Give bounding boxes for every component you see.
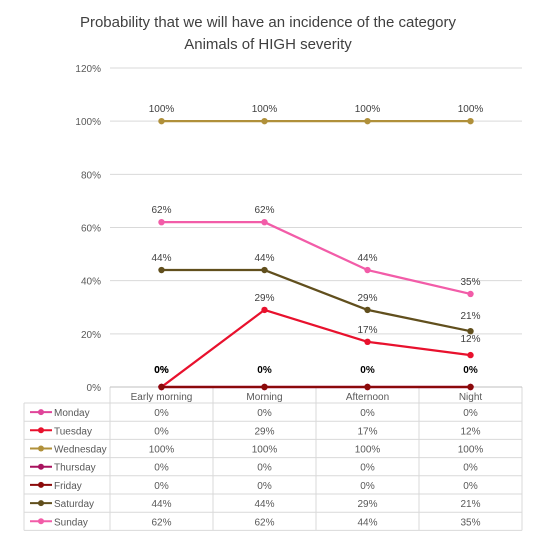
data-label: 100%	[149, 104, 175, 115]
legend-marker	[38, 500, 44, 507]
table-cell: 35%	[460, 517, 480, 528]
table-cell: 44%	[254, 499, 274, 510]
series-line	[161, 268, 471, 333]
table-cell: 29%	[254, 426, 274, 437]
legend-marker	[38, 445, 44, 452]
data-point	[467, 117, 474, 125]
table-cell: 100%	[149, 445, 175, 456]
table-cell: 0%	[154, 481, 169, 492]
table-cell: 12%	[460, 426, 480, 437]
y-tick-label: 100%	[75, 117, 101, 128]
x-category-label: Night	[459, 392, 483, 403]
data-label: 44%	[357, 253, 377, 264]
table-cell: 100%	[355, 445, 381, 456]
data-label: 100%	[355, 104, 381, 115]
table-cell: 17%	[357, 426, 377, 437]
table-cell: 44%	[357, 517, 377, 528]
data-label: 21%	[460, 311, 480, 322]
data-label: 62%	[151, 205, 171, 216]
table-cell: 21%	[460, 499, 480, 510]
y-tick-label: 80%	[81, 170, 101, 181]
legend-label: Friday	[54, 481, 82, 492]
table-cell: 0%	[360, 463, 375, 474]
table-cell: 0%	[154, 426, 169, 437]
data-point	[158, 266, 165, 274]
legend-marker	[38, 481, 44, 488]
series-line	[160, 308, 471, 388]
legend-label: Monday	[54, 408, 90, 419]
table-cell: 0%	[257, 408, 272, 419]
data-label: 0%	[360, 365, 375, 376]
chart-title-line-2: Animals of HIGH severity	[184, 36, 352, 53]
table-cell: 0%	[154, 463, 169, 474]
data-label: 0%	[463, 365, 478, 376]
data-point	[467, 351, 474, 359]
table-cell: 0%	[360, 481, 375, 492]
table-cell: 29%	[357, 499, 377, 510]
table-cell: 0%	[257, 463, 272, 474]
data-label: 0%	[154, 365, 169, 376]
table-cell: 62%	[151, 517, 171, 528]
table-cell: 44%	[151, 499, 171, 510]
table-cell: 100%	[252, 445, 278, 456]
data-point	[261, 117, 268, 125]
data-label: 29%	[357, 293, 377, 304]
data-point	[364, 383, 371, 391]
data-label: 17%	[357, 325, 377, 336]
legend-label: Tuesday	[54, 426, 92, 437]
y-tick-label: 120%	[75, 64, 101, 75]
data-label: 44%	[151, 253, 171, 264]
table-cell: 62%	[254, 517, 274, 528]
data-label: 62%	[254, 205, 274, 216]
data-label: 0%	[154, 365, 169, 376]
data-point	[261, 383, 268, 391]
data-point	[467, 327, 474, 335]
data-point	[467, 383, 474, 391]
legend-marker	[38, 463, 44, 470]
legend-label: Saturday	[54, 499, 94, 510]
table-cell: 0%	[463, 481, 478, 492]
chart-title: Probability that we will have an inciden…	[0, 12, 536, 56]
data-point	[261, 266, 268, 274]
legend-label: Thursday	[54, 463, 96, 474]
data-label: 100%	[252, 104, 278, 115]
data-point	[467, 290, 474, 298]
data-label: 0%	[257, 365, 272, 376]
legend-marker	[38, 518, 44, 525]
data-point	[364, 266, 371, 274]
x-category-label: Early morning	[131, 392, 193, 403]
y-tick-label: 60%	[81, 224, 101, 235]
table-cell: 100%	[458, 445, 484, 456]
table-cell: 0%	[463, 408, 478, 419]
x-category-label: Morning	[246, 392, 282, 403]
x-category-label: Afternoon	[346, 392, 389, 403]
data-point	[364, 117, 371, 125]
data-label: 35%	[460, 277, 480, 288]
data-label: 100%	[458, 104, 484, 115]
data-label: 44%	[254, 253, 274, 264]
table-cell: 0%	[360, 408, 375, 419]
series-line	[161, 221, 471, 296]
data-point	[364, 306, 371, 314]
legend-label: Wednesday	[54, 445, 107, 456]
data-label: 29%	[254, 293, 274, 304]
data-point	[158, 117, 165, 125]
data-point	[158, 218, 165, 226]
data-point	[158, 383, 165, 391]
legend-label: Sunday	[54, 517, 88, 528]
data-point	[364, 338, 371, 346]
legend-marker	[38, 427, 44, 434]
chart-title-line-1: Probability that we will have an inciden…	[79, 14, 457, 31]
table-cell: 0%	[463, 463, 478, 474]
legend-marker	[38, 409, 44, 416]
data-label: 12%	[460, 334, 480, 345]
table-cell: 0%	[257, 481, 272, 492]
y-tick-label: 20%	[81, 330, 101, 341]
data-point	[261, 218, 268, 226]
table-cell: 0%	[154, 408, 169, 419]
y-tick-label: 0%	[87, 383, 102, 394]
y-tick-label: 40%	[81, 277, 101, 288]
data-point	[261, 306, 268, 314]
